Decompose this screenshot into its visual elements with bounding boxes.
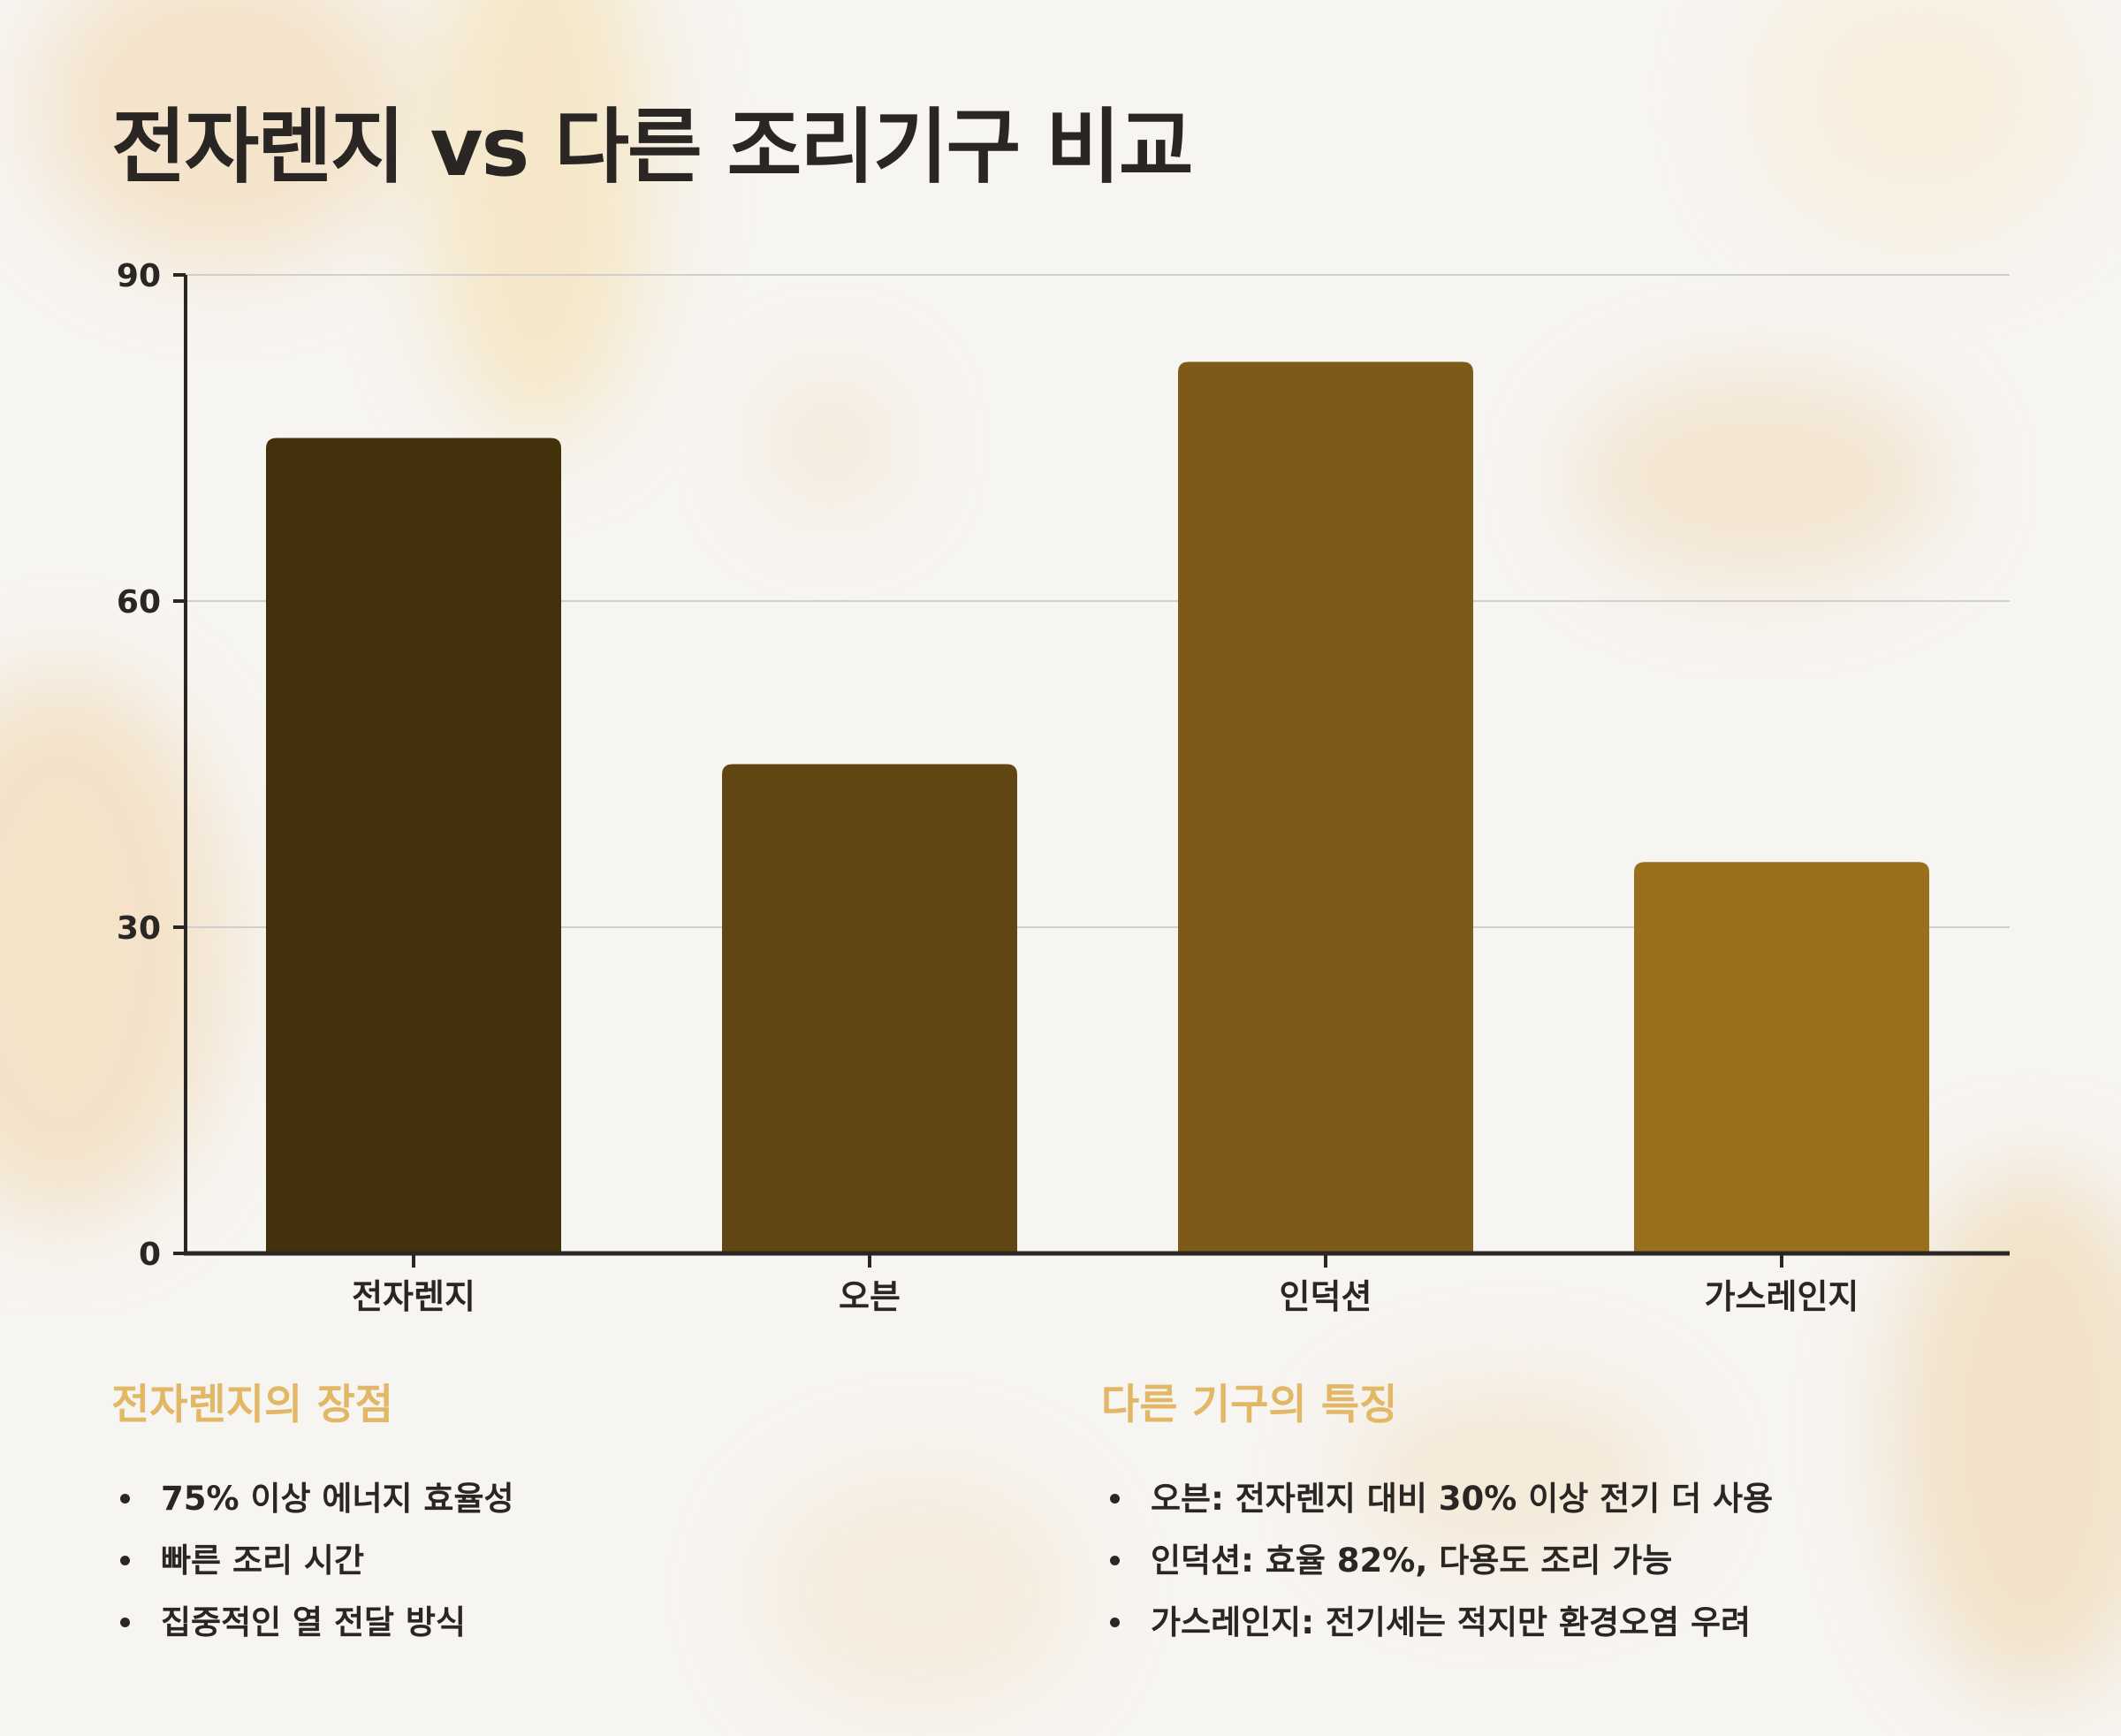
list-item-text: 빠른 조리 시간: [161, 1542, 365, 1580]
y-tick-label: 0: [139, 1237, 161, 1273]
x-tick-label: 인덕션: [1280, 1277, 1372, 1316]
x-tick-label: 전자렌지: [352, 1277, 475, 1316]
other-appliances-panel: 다른 기구의 특징 오븐: 전자렌지 대비 30% 이상 전기 더 사용 인덕션…: [1101, 1370, 2073, 1664]
list-item-text: 집중적인 열 전달 방식: [161, 1603, 467, 1641]
list-item: 인덕션: 효율 82%, 다용도 조리 가능: [1101, 1541, 2073, 1603]
bar-4: [1634, 862, 1929, 1253]
bar-2: [722, 764, 1017, 1253]
microwave-advantages-list: 75% 이상 에너지 효율성 빠른 조리 시간 집중적인 열 전달 방식: [111, 1479, 995, 1664]
list-item-text: 인덕션: 효율 82%, 다용도 조리 가능: [1151, 1542, 1673, 1580]
page-title: 전자렌지 vs 다른 조리기구 비교: [111, 100, 1194, 194]
microwave-advantages-heading: 전자렌지의 장점: [111, 1381, 394, 1429]
list-item: 가스레인지: 전기세는 적지만 환경오염 우려: [1101, 1603, 2073, 1664]
bar-3: [1178, 362, 1473, 1253]
list-item: 집중적인 열 전달 방식: [111, 1603, 995, 1664]
other-appliances-list: 오븐: 전자렌지 대비 30% 이상 전기 더 사용 인덕션: 효율 82%, …: [1101, 1479, 2073, 1664]
x-tick-label: 가스레인지: [1705, 1277, 1859, 1316]
bullet-icon: [120, 1556, 130, 1565]
bullet-icon: [120, 1618, 130, 1627]
bullet-icon: [1110, 1556, 1120, 1565]
bullet-icon: [120, 1494, 130, 1504]
y-tick-label: 60: [117, 584, 161, 621]
bullet-icon: [1110, 1618, 1120, 1627]
y-tick-label: 90: [117, 258, 161, 294]
list-item: 오븐: 전자렌지 대비 30% 이상 전기 더 사용: [1101, 1479, 2073, 1541]
bar-1: [266, 438, 561, 1253]
other-appliances-heading: 다른 기구의 특징: [1101, 1381, 1398, 1429]
list-item-text: 75% 이상 에너지 효율성: [161, 1480, 514, 1518]
list-item-text: 가스레인지: 전기세는 적지만 환경오염 우려: [1151, 1603, 1752, 1641]
x-tick-label: 오븐: [839, 1277, 901, 1316]
list-item-text: 오븐: 전자렌지 대비 30% 이상 전기 더 사용: [1151, 1480, 1774, 1518]
bar-chart: 0 30 60 90 전자렌지 오븐 인덕션 가스레인지: [117, 258, 2010, 1316]
list-item: 빠른 조리 시간: [111, 1541, 995, 1603]
y-tick-label: 30: [117, 910, 161, 947]
microwave-advantages-panel: 전자렌지의 장점 75% 이상 에너지 효율성 빠른 조리 시간 집중적인 열 …: [111, 1370, 995, 1664]
bullet-icon: [1110, 1494, 1120, 1504]
list-item: 75% 이상 에너지 효율성: [111, 1479, 995, 1541]
